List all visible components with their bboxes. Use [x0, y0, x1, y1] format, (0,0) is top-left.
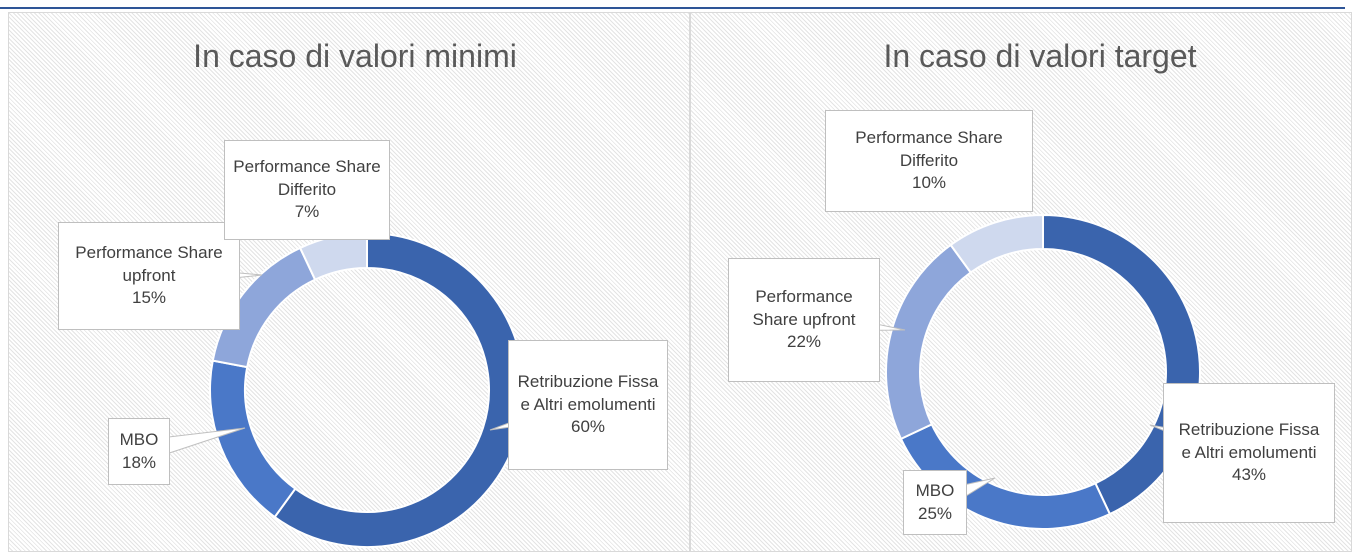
label-value: 43%	[1231, 465, 1267, 485]
label-category: MBO	[119, 429, 159, 449]
donut-segment	[949, 213, 1044, 274]
data-label: MBO 25%	[903, 470, 967, 535]
data-label: MBO 18%	[108, 418, 170, 485]
data-label: Performance Share Differito 10%	[825, 110, 1033, 212]
data-label: Performance Share Differito 7%	[224, 140, 390, 240]
data-label: Performance Share upfront 22%	[728, 258, 880, 382]
label-value: 15%	[131, 288, 167, 308]
label-category: Performance Share upfront	[752, 286, 856, 329]
donut-segment	[209, 359, 297, 519]
label-value: 22%	[786, 332, 822, 352]
donut-segment	[298, 231, 368, 281]
data-label: Retribuzione Fissa e Altri emolumenti 43%	[1163, 383, 1335, 523]
label-value: 10%	[911, 173, 947, 193]
label-category: Retribuzione Fissa e Altri emolumenti	[517, 371, 659, 414]
top-rule	[0, 7, 1345, 9]
label-category: Performance Share upfront	[75, 242, 223, 285]
label-value: 7%	[294, 202, 320, 222]
label-value: 60%	[570, 417, 606, 437]
label-category: Performance Share Differito	[233, 156, 381, 199]
label-category: Retribuzione Fissa e Altri emolumenti	[1178, 419, 1320, 462]
chart-title: In caso di valori minimi	[193, 38, 517, 74]
label-value: 25%	[917, 503, 953, 523]
label-value: 18%	[121, 452, 157, 472]
donut-segment	[273, 231, 525, 548]
donut-segment	[885, 243, 973, 441]
data-label: Performance Share upfront 15%	[58, 222, 240, 330]
label-category: MBO	[915, 480, 955, 500]
label-category: Performance Share Differito	[855, 127, 1003, 170]
data-label: Retribuzione Fissa e Altri emolumenti 60%	[508, 340, 668, 470]
donut-segment	[1042, 213, 1201, 516]
chart-title: In caso di valori target	[883, 38, 1197, 74]
